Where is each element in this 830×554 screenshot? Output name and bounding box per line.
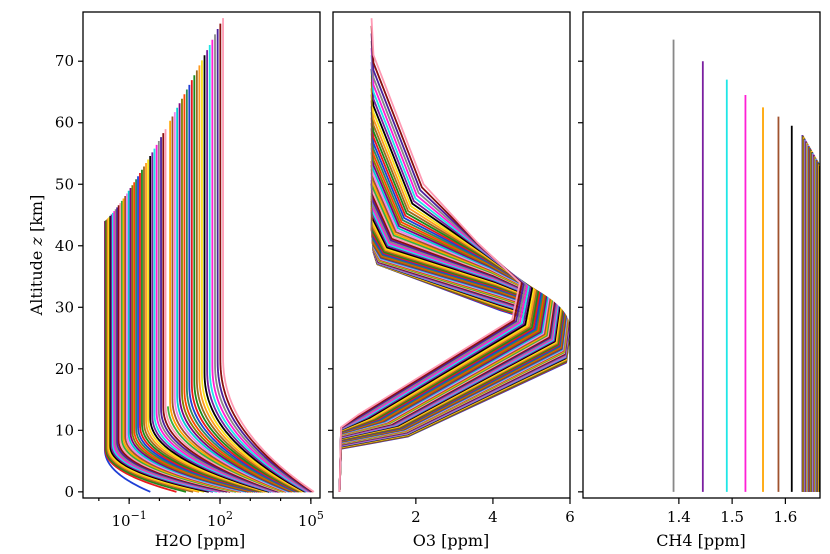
h2o-profile-line: [198, 65, 303, 493]
h2o-profile-line: [164, 129, 282, 493]
h2o-profile-line: [169, 120, 285, 493]
ch4-x-tick-label: 1.5: [720, 508, 744, 526]
ch4-panel-frame: [582, 11, 821, 499]
h2o-profile-line: [171, 116, 287, 493]
o3-panel-frame: [332, 11, 571, 499]
h2o-profile-line: [183, 94, 295, 493]
h2o-profile-line: [216, 29, 312, 493]
h2o-profile-line: [173, 112, 288, 493]
o3-x-tick-label: 4: [488, 508, 498, 526]
h2o-profile-line: [153, 148, 274, 493]
ch4-x-axis-label: CH4 [ppm]: [656, 531, 746, 550]
h2o-profile-line: [219, 23, 314, 493]
y-tick-label: 40: [55, 237, 74, 255]
h2o-profile-line: [145, 163, 266, 493]
h2o-profile-line: [181, 98, 293, 493]
h2o-profile-line: [195, 70, 302, 493]
h2o-x-tick-label: 10−1: [111, 509, 146, 530]
h2o-profile-line: [157, 141, 277, 493]
h2o-profile-line: [104, 220, 177, 493]
h2o-profile-line: [160, 137, 279, 493]
h2o-profile-line: [105, 220, 187, 493]
h2o-x-axis-label: H2O [ppm]: [155, 531, 245, 550]
o3-x-tick-label: 6: [565, 508, 575, 526]
ch4-plot-area: [672, 39, 820, 492]
h2o-profile-line: [190, 80, 299, 493]
h2o-profile-line: [155, 144, 275, 493]
h2o-profile-line: [188, 84, 297, 493]
h2o-panel-frame: [82, 11, 321, 499]
o3-x-tick-label: 2: [411, 508, 421, 526]
ch4-x-tick-label: 1.4: [667, 508, 691, 526]
y-tick-label: 50: [55, 175, 74, 193]
ch4-x-tick-label: 1.6: [773, 508, 797, 526]
y-tick-label: 30: [55, 298, 74, 316]
h2o-profile-line: [211, 39, 310, 493]
h2o-profile-line: [203, 55, 306, 493]
h2o-profile-line: [185, 89, 296, 493]
h2o-profile-line: [162, 133, 280, 493]
y-axis-label-unit: [km]: [27, 195, 46, 232]
h2o-x-tick-label: 105: [298, 509, 324, 530]
h2o-profile-line: [147, 159, 268, 493]
h2o-profile-line: [109, 215, 210, 493]
o3-plot-area: [338, 18, 570, 492]
y-tick-label: 20: [55, 360, 74, 378]
h2o-profile-line: [106, 219, 194, 493]
h2o-profile-line: [107, 218, 200, 493]
h2o-profile-line: [149, 156, 270, 493]
h2o-profile-line: [208, 44, 308, 493]
o3-x-axis-label: O3 [ppm]: [413, 531, 490, 550]
h2o-profile-line: [201, 60, 304, 493]
y-tick-label: 60: [55, 114, 74, 132]
y-axis-label-main: Altitude: [27, 251, 46, 317]
o3-profile-line: [338, 18, 521, 492]
h2o-profile-line: [167, 406, 284, 493]
y-axis-label-variable: z: [27, 237, 46, 247]
y-tick-label: 10: [55, 421, 74, 439]
y-tick-label: 0: [64, 483, 74, 501]
h2o-profile-line: [214, 34, 311, 493]
h2o-profile-line: [222, 18, 315, 493]
h2o-profile-line: [176, 107, 290, 493]
h2o-profile-line: [193, 75, 300, 493]
y-axis-label: Altitude z [km]: [27, 195, 46, 317]
h2o-profile-line: [151, 152, 272, 493]
h2o-profile-line: [108, 217, 205, 493]
h2o-x-tick-label: 102: [207, 509, 233, 530]
y-tick-label: 70: [55, 52, 74, 70]
h2o-plot-area: [104, 18, 315, 493]
h2o-profile-line: [178, 103, 292, 493]
h2o-profile-line: [206, 50, 307, 493]
